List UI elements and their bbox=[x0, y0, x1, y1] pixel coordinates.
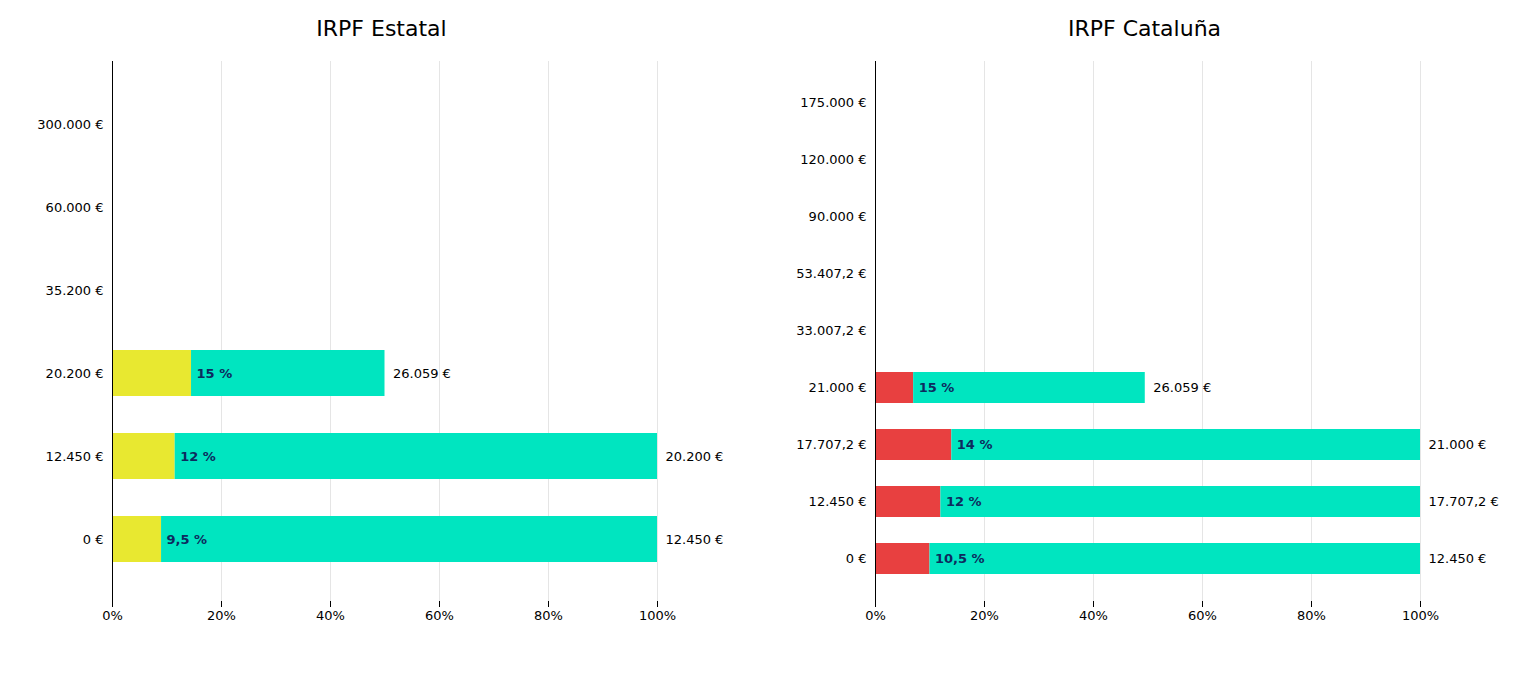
svg-text:60%: 60% bbox=[425, 608, 454, 623]
svg-text:20.200 €: 20.200 € bbox=[665, 449, 723, 464]
svg-text:12.450 €: 12.450 € bbox=[1428, 551, 1486, 566]
svg-text:26.059 €: 26.059 € bbox=[393, 366, 451, 381]
svg-text:17.707,2 €: 17.707,2 € bbox=[1428, 494, 1498, 509]
svg-text:20.200 €: 20.200 € bbox=[45, 366, 103, 381]
svg-text:100%: 100% bbox=[1401, 608, 1438, 623]
svg-text:33.007,2 €: 33.007,2 € bbox=[796, 323, 866, 338]
svg-text:21.000 €: 21.000 € bbox=[808, 380, 866, 395]
svg-text:40%: 40% bbox=[316, 608, 345, 623]
svg-text:80%: 80% bbox=[534, 608, 563, 623]
svg-text:60%: 60% bbox=[1188, 608, 1217, 623]
svg-text:175.000 €: 175.000 € bbox=[800, 95, 866, 110]
svg-text:17.707,2 €: 17.707,2 € bbox=[796, 437, 866, 452]
svg-text:0%: 0% bbox=[102, 608, 123, 623]
svg-text:40%: 40% bbox=[1079, 608, 1108, 623]
svg-text:12.450 €: 12.450 € bbox=[45, 449, 103, 464]
svg-text:0 €: 0 € bbox=[845, 551, 866, 566]
svg-text:9,5 %: 9,5 % bbox=[166, 532, 207, 547]
svg-text:20%: 20% bbox=[970, 608, 999, 623]
svg-text:300.000 €: 300.000 € bbox=[37, 117, 103, 132]
svg-text:21.000 €: 21.000 € bbox=[1428, 437, 1486, 452]
svg-text:15 %: 15 % bbox=[196, 366, 232, 381]
svg-text:12.450 €: 12.450 € bbox=[665, 532, 723, 547]
svg-text:26.059 €: 26.059 € bbox=[1153, 380, 1211, 395]
html-text:IRPF Cataluña: IRPF Cataluña bbox=[1067, 16, 1222, 41]
svg-text:12.450 €: 12.450 € bbox=[808, 494, 866, 509]
svg-text:10,5 %: 10,5 % bbox=[935, 551, 985, 566]
svg-text:35.200 €: 35.200 € bbox=[45, 283, 103, 298]
svg-text:53.407,2 €: 53.407,2 € bbox=[796, 266, 866, 281]
svg-text:90.000 €: 90.000 € bbox=[808, 209, 866, 224]
html-text:IRPF Estatal: IRPF Estatal bbox=[316, 16, 447, 41]
svg-text:80%: 80% bbox=[1297, 608, 1326, 623]
svg-text:0 €: 0 € bbox=[82, 532, 103, 547]
svg-text:12 %: 12 % bbox=[180, 449, 216, 464]
svg-text:60.000 €: 60.000 € bbox=[45, 200, 103, 215]
svg-text:20%: 20% bbox=[207, 608, 236, 623]
svg-text:100%: 100% bbox=[638, 608, 675, 623]
svg-text:12 %: 12 % bbox=[945, 494, 981, 509]
svg-text:120.000 €: 120.000 € bbox=[800, 152, 866, 167]
svg-text:14 %: 14 % bbox=[956, 437, 992, 452]
svg-text:15 %: 15 % bbox=[918, 380, 954, 395]
svg-text:0%: 0% bbox=[865, 608, 886, 623]
